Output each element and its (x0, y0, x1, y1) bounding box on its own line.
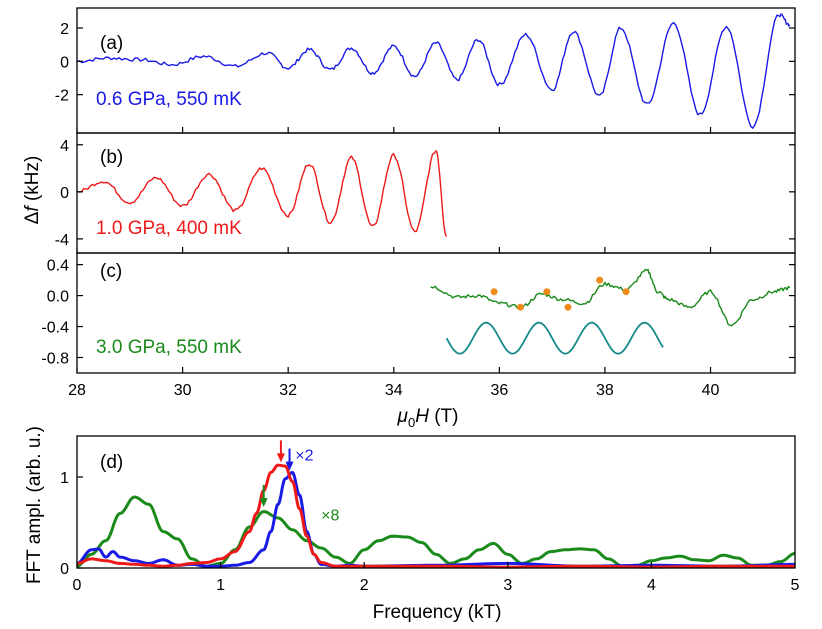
y-tick-label-2-3: -0.8 (41, 351, 69, 368)
data-marker-5 (622, 288, 630, 296)
y-tick-label-1-0: 4 (60, 138, 69, 155)
panel-a-annotation: 0.6 GPa, 550 mK (96, 89, 242, 110)
y-tick-label-3-0: 0 (60, 561, 69, 578)
x-tick-label-3-3: 3 (503, 577, 512, 594)
y-tick-label-1-2: -4 (55, 232, 69, 249)
panel-c: 0.4 0.0 -0.4 -0.8 28 30 32 34 36 38 40 (41, 252, 796, 399)
x-tick-label-3-1: 1 (216, 577, 225, 594)
data-marker-4 (596, 276, 604, 284)
panel-c-x-axis-label: μ0H (T) (397, 406, 459, 430)
x-tick-label-3-0: 0 (73, 577, 82, 594)
x-tick-label-2-4: 36 (490, 382, 508, 399)
fft-series-2 (76, 463, 795, 569)
data-marker-3 (564, 303, 572, 311)
x-tick-label-3-2: 2 (360, 577, 369, 594)
x-tick-label-2-5: 38 (596, 382, 614, 399)
x-axis-unit: (T) (429, 406, 459, 427)
x-tick-label-3-5: 5 (791, 577, 800, 594)
data-marker-0 (490, 288, 498, 296)
peak-arrowhead-1 (276, 453, 285, 463)
panel-a: 2 0 -2 (55, 7, 796, 134)
shared-y-axis-unit: (kHz) (22, 156, 43, 207)
panel-d-y-axis-label: FFT ampl. (arb. u.) (24, 426, 45, 584)
data-marker-2 (543, 288, 551, 296)
data-trace-0 (76, 13, 791, 129)
x-tick-label-3-4: 4 (647, 577, 656, 594)
x-tick-label-2-1: 30 (174, 382, 192, 399)
panel-frame-3 (76, 435, 796, 569)
data-trace-2 (430, 268, 791, 327)
shared-y-axis-var: f (22, 205, 43, 212)
y-tick-label-0-0: 2 (60, 21, 69, 38)
data-trace-1 (76, 150, 448, 237)
x-tick-label-2-6: 40 (702, 382, 720, 399)
data-marker-1 (516, 303, 524, 311)
shared-y-axis-symbol: Δ (22, 211, 43, 224)
x-tick-label-2-2: 32 (279, 382, 297, 399)
peak-arrowhead-2 (285, 461, 294, 471)
scale-annotation-1: ×8 (321, 508, 339, 525)
panel-a-label: (a) (100, 33, 123, 54)
panel-d-x-axis-label: Frequency (kT) (373, 602, 502, 623)
panel-c-label: (c) (100, 261, 122, 282)
x-axis-var: H (415, 406, 429, 427)
panel-b-annotation: 1.0 GPa, 400 mK (96, 218, 242, 239)
panel-b-label: (b) (100, 147, 123, 168)
x-tick-label-2-3: 34 (385, 382, 403, 399)
y-tick-label-1-1: 0 (60, 185, 69, 202)
y-tick-label-0-1: 0 (60, 54, 69, 71)
panel-d: ×2 ×8 0 1 0 1 2 3 4 5 (60, 435, 800, 594)
x-axis-symbol: μ (397, 406, 409, 427)
y-tick-label-2-0: 0.4 (47, 258, 69, 275)
panel-c-annotation: 3.0 GPa, 550 mK (96, 337, 242, 358)
y-tick-label-3-1: 1 (60, 470, 69, 487)
fft-series-0 (76, 495, 796, 568)
shared-y-axis-label: Δf (kHz) (22, 156, 43, 225)
y-tick-label-2-1: 0.0 (47, 289, 69, 306)
scale-annotation-0: ×2 (295, 448, 313, 465)
reference-wave (445, 321, 664, 355)
x-tick-label-2-0: 28 (68, 382, 86, 399)
panel-frame-2 (76, 252, 796, 374)
panel-d-label: (d) (100, 452, 123, 473)
x-axis-subscript: 0 (408, 415, 415, 430)
y-tick-label-0-2: -2 (55, 88, 69, 105)
y-tick-label-2-2: -0.4 (41, 320, 69, 337)
peak-arrowhead-0 (259, 498, 268, 508)
